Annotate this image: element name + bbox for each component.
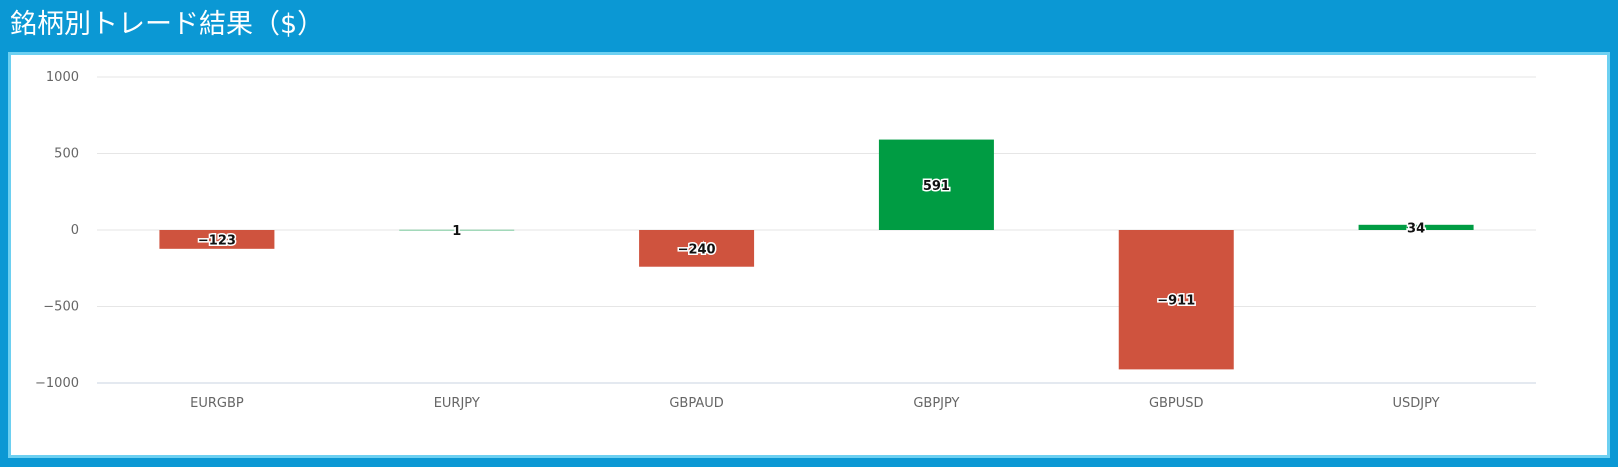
bars — [159, 139, 1474, 370]
x-category-label: EURGBP — [190, 396, 244, 411]
y-axis-labels: 1000 500 0 −500 −1000 — [35, 70, 79, 391]
y-tick-label: −500 — [43, 300, 79, 315]
header-bar: 銘柄別トレード結果（$） — [0, 0, 1618, 50]
bar-chart: 1000 500 0 −500 −1000 EURGBP EURJPY GBPAUD GBPJ… — [35, 70, 1536, 411]
x-category-label: GBPAUD — [669, 396, 723, 411]
bar-gbpaud[interactable] — [639, 230, 755, 267]
data-label: −911 — [1157, 294, 1195, 309]
y-tick-label: −1000 — [35, 376, 79, 391]
bar-eurjpy[interactable] — [399, 229, 515, 231]
x-category-label: GBPJPY — [913, 396, 959, 411]
y-tick-label: 0 — [71, 223, 79, 238]
data-labels: −123 1 −240 591 −911 34 — [196, 177, 1426, 310]
bar-gbpusd[interactable] — [1118, 230, 1234, 370]
data-label: 1 — [452, 224, 461, 239]
data-label: −240 — [678, 242, 716, 257]
x-category-label: GBPUSD — [1149, 396, 1204, 411]
chart-panel: 1000 500 0 −500 −1000 EURGBP EURJPY GBPAUD GBPJ… — [8, 52, 1610, 458]
data-label: 34 — [1407, 221, 1425, 236]
y-tick-label: 500 — [54, 147, 79, 162]
bar-eurgbp[interactable] — [159, 230, 275, 249]
bar-usdjpy[interactable] — [1358, 224, 1474, 230]
x-axis-labels: EURGBP EURJPY GBPAUD GBPJPY GBPUSD USDJPY — [190, 396, 1440, 411]
data-label: −123 — [198, 233, 236, 248]
bar-gbpjpy[interactable] — [878, 139, 994, 230]
data-label: 591 — [923, 179, 950, 194]
chart-title: 銘柄別トレード結果（$） — [10, 9, 325, 40]
x-category-label: EURJPY — [434, 396, 480, 411]
y-tick-label: 1000 — [46, 70, 79, 85]
x-category-label: USDJPY — [1393, 396, 1440, 411]
grid-layer — [97, 76, 1536, 384]
